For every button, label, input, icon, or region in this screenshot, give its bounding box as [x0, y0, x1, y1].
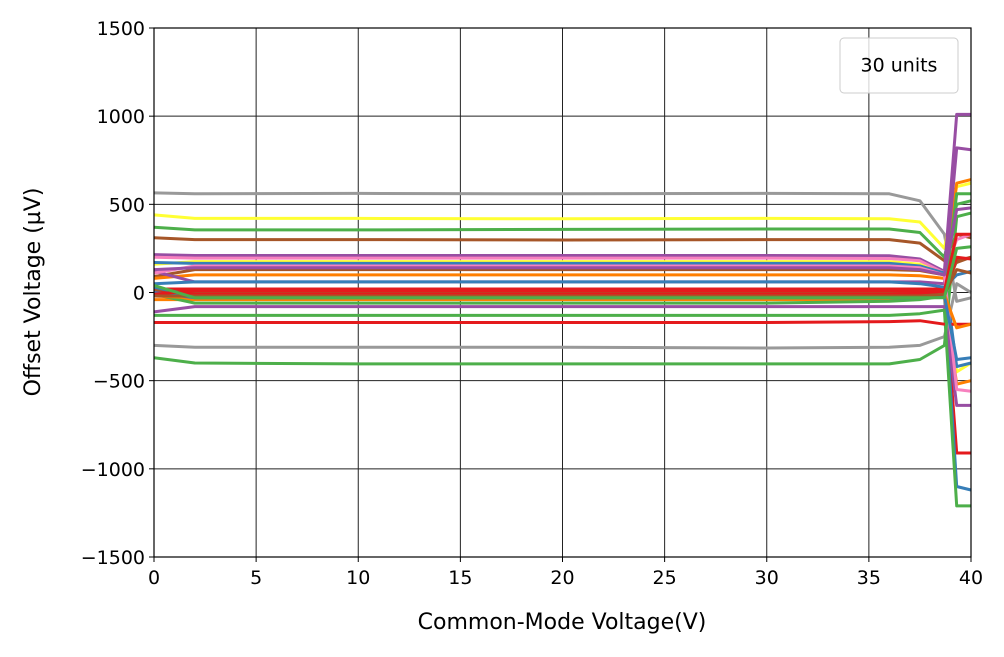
series-line-5 [153, 112, 971, 273]
series-line-18 [154, 308, 971, 508]
x-tick-label: 25 [653, 567, 677, 589]
x-tick-label: 20 [550, 567, 574, 589]
series-line-19 [154, 319, 971, 326]
x-tick-label: 10 [346, 567, 370, 589]
y-axis-label: Offset Voltage (µV) [21, 188, 46, 397]
x-tick-label: 40 [959, 567, 983, 589]
x-tick-label: 5 [250, 567, 262, 589]
series-line-28 [153, 232, 971, 296]
x-tick-label: 35 [857, 567, 881, 589]
y-tick-label: 0 [133, 283, 145, 305]
legend-text: 30 units [861, 55, 938, 77]
series-line-30 [153, 245, 972, 300]
y-tick-label: 1000 [97, 106, 145, 128]
y-tick-label: −1500 [81, 547, 145, 569]
y-tick-label: −1000 [81, 459, 145, 481]
y-tick-label: −500 [93, 371, 145, 393]
x-tick-label: 0 [148, 567, 160, 589]
y-tick-label: 500 [109, 194, 145, 216]
series-line-17 [153, 305, 971, 407]
x-tick-label: 15 [448, 567, 472, 589]
ticks: 0 5 10 15 20 25 30 35 40 −1500 −1000 −500 0 500 1000 15… [81, 18, 983, 589]
series-line-29 [154, 268, 972, 298]
y-tick-label: 1500 [97, 18, 145, 40]
legend: 30 units [839, 37, 959, 94]
x-tick-label: 30 [755, 567, 779, 589]
legend-box [839, 37, 959, 94]
x-axis-label: Common-Mode Voltage(V) [418, 610, 707, 635]
series-line-26 [153, 206, 972, 277]
series-lines [153, 112, 972, 508]
